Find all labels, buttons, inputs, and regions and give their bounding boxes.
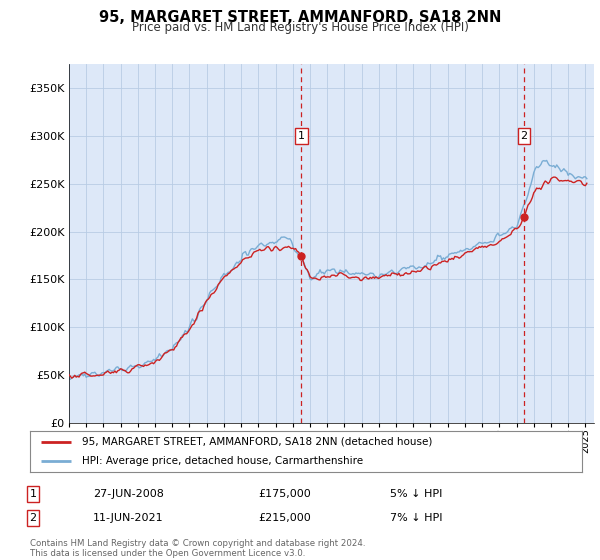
Text: £215,000: £215,000 <box>258 513 311 523</box>
Text: 11-JUN-2021: 11-JUN-2021 <box>93 513 164 523</box>
Text: 5% ↓ HPI: 5% ↓ HPI <box>390 489 442 499</box>
Text: HPI: Average price, detached house, Carmarthenshire: HPI: Average price, detached house, Carm… <box>82 456 364 466</box>
Text: £175,000: £175,000 <box>258 489 311 499</box>
Text: Contains HM Land Registry data © Crown copyright and database right 2024.
This d: Contains HM Land Registry data © Crown c… <box>30 539 365 558</box>
Text: 95, MARGARET STREET, AMMANFORD, SA18 2NN: 95, MARGARET STREET, AMMANFORD, SA18 2NN <box>99 10 501 25</box>
Text: 27-JUN-2008: 27-JUN-2008 <box>93 489 164 499</box>
Text: 1: 1 <box>29 489 37 499</box>
Text: 95, MARGARET STREET, AMMANFORD, SA18 2NN (detached house): 95, MARGARET STREET, AMMANFORD, SA18 2NN… <box>82 437 433 447</box>
Text: 1: 1 <box>298 131 305 141</box>
Text: 7% ↓ HPI: 7% ↓ HPI <box>390 513 443 523</box>
Text: 2: 2 <box>29 513 37 523</box>
Text: Price paid vs. HM Land Registry's House Price Index (HPI): Price paid vs. HM Land Registry's House … <box>131 21 469 34</box>
Text: 2: 2 <box>521 131 527 141</box>
